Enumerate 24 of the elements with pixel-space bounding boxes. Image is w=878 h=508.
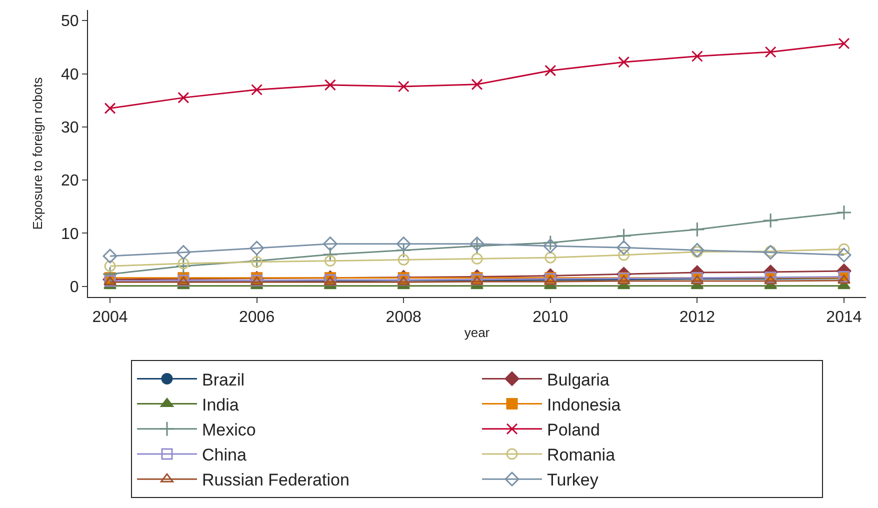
x-tick-label: 2006	[239, 309, 275, 326]
legend-label: Poland	[547, 420, 600, 440]
legend-label: India	[202, 395, 240, 414]
y-tick-label: 30	[61, 120, 79, 137]
legend-label: China	[202, 446, 247, 465]
x-tick-label: 2014	[826, 309, 862, 326]
y-tick-label: 0	[70, 278, 79, 296]
legend-label: Brazil	[202, 370, 245, 390]
x-tick-label: 2008	[386, 309, 422, 326]
x-tick-label: 2012	[679, 309, 716, 326]
legend-label: Mexico	[202, 420, 256, 440]
legend-label: Indonesia	[547, 395, 622, 414]
y-axis-title: Exposure to foreign robots	[30, 76, 45, 230]
legend-label: Turkey	[547, 470, 599, 490]
y-tick-label: 20	[61, 172, 79, 190]
legend-label: Romania	[547, 446, 616, 465]
x-tick-label: 2004	[92, 309, 128, 326]
y-tick-label: 50	[61, 13, 79, 30]
x-axis-title: year	[464, 324, 490, 340]
y-tick-label: 10	[61, 226, 79, 243]
legend-label: Russian Federation	[202, 470, 350, 490]
x-tick-label: 2010	[532, 309, 568, 326]
legend-label: Bulgaria	[547, 370, 610, 390]
y-tick-label: 40	[61, 66, 79, 84]
